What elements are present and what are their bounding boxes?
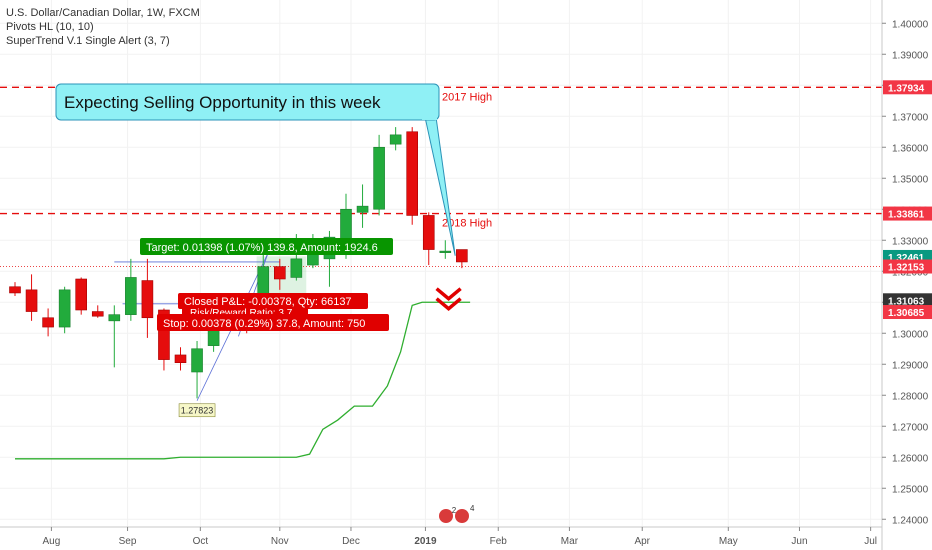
candle-body — [191, 348, 203, 373]
stop-label: Stop: 0.00378 (0.29%) 37.8, Amount: 750 — [163, 318, 365, 330]
candle-body — [58, 289, 71, 328]
candle-body — [439, 250, 452, 253]
candle-body — [389, 134, 402, 145]
time-tick-label: Apr — [634, 536, 650, 547]
callout-join — [422, 115, 437, 120]
indicator-supertrend: SuperTrend V.1 Single Alert (3, 7) — [6, 35, 170, 47]
callout-text: Expecting Selling Opportunity in this we… — [64, 93, 381, 112]
price-label: 1.33861 — [888, 210, 925, 221]
time-tick-label: Feb — [490, 536, 508, 547]
price-tick-label: 1.37000 — [892, 112, 929, 123]
closed-label-box — [178, 293, 368, 309]
candle-body — [273, 266, 286, 280]
price-tick-label: 1.27000 — [892, 422, 929, 433]
callout-box — [55, 83, 440, 121]
price-label-box — [883, 259, 932, 274]
candle-body — [91, 311, 104, 317]
indicator-pivots: Pivots HL (10, 10) — [6, 21, 94, 33]
price-tick-label: 1.29000 — [892, 360, 929, 371]
pivot-low-label: 1.27823 — [181, 406, 214, 416]
time-tick-label: Aug — [43, 536, 61, 547]
closed-label: Closed P&L: -0.00378, Qty: 66137 — [184, 296, 352, 308]
time-tick-label: May — [719, 536, 738, 547]
price-label-box — [883, 206, 932, 221]
time-tick-label: Sep — [119, 536, 137, 547]
price-label-box — [883, 305, 932, 320]
candle-body — [356, 205, 369, 213]
time-tick-label: Dec — [342, 536, 360, 547]
candle-body — [406, 131, 419, 216]
candle-body — [42, 317, 54, 328]
candle-body — [158, 309, 170, 360]
price-tick-label: 1.33000 — [892, 236, 929, 247]
candle-body — [75, 278, 87, 311]
chart-title: U.S. Dollar/Canadian Dollar, 1W, FXCM — [6, 7, 200, 19]
event-count-bottom: 4 — [470, 504, 475, 513]
price-tick-label: 1.40000 — [892, 19, 929, 30]
time-tick-label: Jun — [791, 536, 807, 547]
price-label-box — [883, 293, 932, 308]
pivot-low-box — [178, 403, 216, 418]
price-label: 1.37934 — [888, 83, 925, 94]
candle-body — [174, 354, 187, 364]
supertrend-line — [15, 301, 471, 460]
event-flag-icon — [455, 509, 469, 523]
time-tick-label: Nov — [271, 536, 289, 547]
price-tick-label: 1.24000 — [892, 515, 929, 526]
target-label: Target: 0.01398 (1.07%) 139.8, Amount: 1… — [146, 242, 378, 254]
candle-body — [456, 249, 468, 263]
event-count-top: 2 — [452, 506, 457, 515]
price-label: 1.32153 — [888, 263, 925, 274]
sell-chevron-icon — [435, 297, 462, 311]
sell-chevron-icon — [435, 287, 462, 301]
candle-body — [373, 146, 385, 210]
stop-label-box — [157, 314, 389, 331]
price-label: 1.32461 — [888, 253, 925, 264]
time-tick-label: Oct — [193, 536, 209, 547]
price-tick-label: 1.25000 — [892, 484, 929, 495]
price-tick-label: 1.36000 — [892, 143, 929, 154]
candle-body — [290, 258, 303, 278]
target-label-box — [140, 238, 393, 255]
candle-body — [108, 314, 121, 322]
time-tick-label: Jul — [864, 536, 877, 547]
price-label-box — [883, 80, 932, 95]
candle-body — [125, 277, 137, 315]
level-label-1: 2018 High — [442, 218, 492, 230]
event-flag-icon — [439, 509, 453, 523]
price-tick-label: 1.30000 — [892, 329, 929, 340]
price-tick-label: 1.39000 — [892, 50, 929, 61]
price-tick-label: 1.26000 — [892, 453, 929, 464]
price-tick-label: 1.35000 — [892, 174, 929, 185]
candle-body — [25, 289, 38, 312]
price-label: 1.30685 — [888, 308, 925, 319]
price-label: 1.31063 — [888, 296, 925, 307]
time-tick-label: Mar — [561, 536, 579, 547]
chart-legend: U.S. Dollar/Canadian Dollar, 1W, FXCM Pi… — [6, 6, 200, 48]
ratio-label: Risk/Reward Ratio: 3.7 — [190, 308, 293, 319]
candle-body — [141, 280, 154, 319]
ratio-label-box — [182, 309, 308, 316]
level-label-0: 2017 High — [442, 91, 492, 103]
candle-body — [422, 215, 435, 250]
candle-body — [9, 286, 21, 294]
price-tick-label: 1.28000 — [892, 391, 929, 402]
time-tick-label: 2019 — [414, 536, 437, 547]
